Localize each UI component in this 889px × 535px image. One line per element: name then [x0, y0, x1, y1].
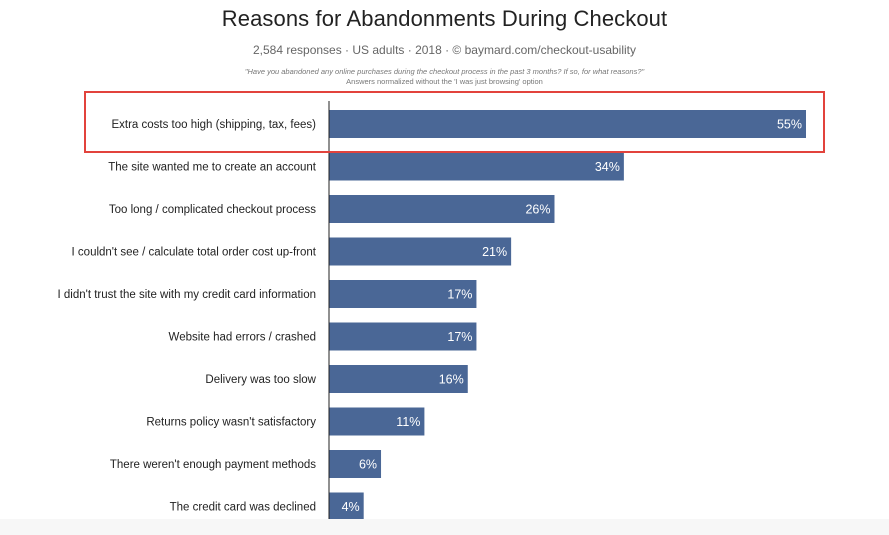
category-labels-layer: Extra costs too high (shipping, tax, fee… [58, 119, 317, 514]
bar [329, 450, 382, 478]
bar [329, 237, 512, 266]
category-label: Website had errors / crashed [169, 332, 316, 344]
value-labels-layer: 55% 34% 26% 21% 17% 17% 16% 11% 6% 4% [342, 118, 802, 515]
chart-subtitle: 2,584 responses · US adults · 2018 · © b… [252, 43, 637, 57]
bar [329, 110, 806, 138]
bar [329, 407, 425, 436]
highlight-box [84, 91, 825, 153]
category-label: Too long / complicated checkout process [109, 204, 316, 216]
bars-layer [329, 110, 806, 521]
value-label: 16% [439, 373, 464, 387]
bar [329, 365, 468, 393]
chart-title: Reasons for Abandonments During Checkout [221, 6, 668, 31]
survey-question: "Have you abandoned any online purchases… [244, 67, 645, 76]
value-label: 34% [595, 160, 620, 174]
bottom-band [0, 519, 889, 535]
value-label: 26% [525, 203, 550, 217]
category-label: There weren't enough payment methods [110, 459, 316, 471]
bar [329, 322, 477, 351]
survey-note: Answers normalized without the 'I was ju… [346, 77, 543, 86]
bar [329, 195, 555, 223]
value-label: 55% [777, 118, 802, 132]
category-label: I couldn't see / calculate total order c… [72, 247, 317, 259]
category-label: Delivery was too slow [205, 374, 316, 386]
value-label: 6% [359, 458, 377, 472]
category-label: The site wanted me to create an account [108, 162, 317, 174]
category-label: I didn't trust the site with my credit c… [58, 289, 317, 301]
value-label: 11% [396, 415, 420, 429]
value-label: 21% [482, 245, 507, 259]
bar [329, 492, 364, 521]
value-label: 17% [447, 288, 472, 302]
bar [329, 280, 477, 308]
value-label: 17% [447, 330, 472, 344]
category-label: Returns policy wasn't satisfactory [146, 417, 316, 429]
bar [329, 152, 624, 181]
category-label: The credit card was declined [170, 502, 316, 514]
value-label: 4% [342, 500, 360, 514]
category-label: Extra costs too high (shipping, tax, fee… [111, 119, 316, 131]
